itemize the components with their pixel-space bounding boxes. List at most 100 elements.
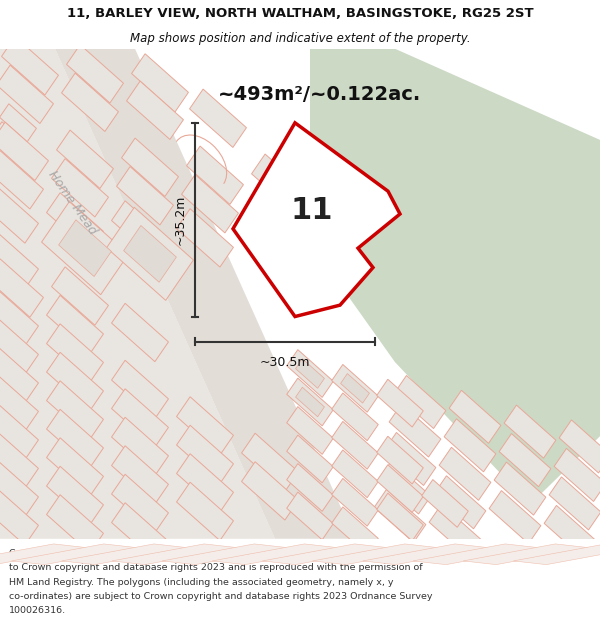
Text: HM Land Registry. The polygons (including the associated geometry, namely x, y: HM Land Registry. The polygons (includin… [9, 578, 394, 586]
Polygon shape [504, 405, 556, 458]
Polygon shape [55, 49, 355, 539]
Polygon shape [434, 476, 486, 529]
Polygon shape [262, 544, 388, 564]
Polygon shape [0, 544, 87, 564]
Polygon shape [0, 373, 38, 431]
Polygon shape [59, 220, 112, 276]
Polygon shape [56, 130, 113, 189]
Polygon shape [389, 404, 441, 457]
Polygon shape [0, 259, 43, 318]
Polygon shape [176, 209, 233, 267]
Polygon shape [47, 495, 103, 553]
Polygon shape [176, 482, 233, 541]
Polygon shape [212, 544, 338, 564]
Polygon shape [67, 44, 124, 103]
Polygon shape [439, 448, 491, 501]
Polygon shape [544, 506, 596, 558]
Polygon shape [0, 151, 43, 209]
Polygon shape [489, 491, 541, 544]
Polygon shape [116, 167, 173, 225]
Polygon shape [287, 349, 333, 398]
Polygon shape [112, 474, 169, 532]
Polygon shape [559, 420, 600, 473]
Polygon shape [296, 388, 325, 417]
Polygon shape [251, 154, 308, 212]
Polygon shape [242, 462, 298, 520]
Polygon shape [52, 159, 109, 217]
Polygon shape [287, 464, 333, 511]
Polygon shape [332, 364, 378, 413]
Polygon shape [377, 493, 423, 541]
Polygon shape [332, 393, 378, 441]
Text: Map shows position and indicative extent of the property.: Map shows position and indicative extent… [130, 31, 470, 44]
Polygon shape [112, 418, 169, 476]
Polygon shape [0, 430, 38, 488]
Polygon shape [313, 544, 438, 564]
Polygon shape [62, 73, 118, 131]
Polygon shape [122, 138, 178, 196]
Polygon shape [131, 54, 188, 112]
Text: co-ordinates) are subject to Crown copyright and database rights 2023 Ordnance S: co-ordinates) are subject to Crown copyr… [9, 592, 433, 601]
Polygon shape [112, 303, 169, 362]
Polygon shape [0, 122, 49, 181]
Polygon shape [190, 89, 247, 148]
Polygon shape [444, 419, 496, 472]
Polygon shape [47, 192, 103, 251]
Polygon shape [363, 544, 488, 564]
Polygon shape [449, 390, 501, 443]
Polygon shape [384, 432, 436, 486]
Polygon shape [377, 379, 423, 427]
Polygon shape [62, 544, 187, 564]
Polygon shape [0, 185, 38, 243]
Polygon shape [463, 544, 589, 564]
Polygon shape [112, 544, 237, 564]
Polygon shape [47, 466, 103, 524]
Polygon shape [0, 344, 38, 402]
Polygon shape [287, 492, 333, 540]
Polygon shape [0, 458, 38, 517]
Polygon shape [112, 360, 169, 419]
Polygon shape [0, 231, 38, 289]
Polygon shape [377, 436, 423, 484]
Polygon shape [112, 201, 169, 259]
Polygon shape [549, 477, 600, 530]
Polygon shape [112, 389, 169, 447]
Polygon shape [47, 352, 103, 411]
Polygon shape [413, 544, 538, 564]
Polygon shape [0, 487, 38, 545]
Polygon shape [47, 438, 103, 496]
Polygon shape [422, 479, 468, 528]
Text: Home Mead: Home Mead [45, 168, 99, 237]
Polygon shape [233, 123, 400, 316]
Text: ~35.2m: ~35.2m [173, 194, 187, 245]
Polygon shape [513, 544, 600, 564]
Polygon shape [176, 425, 233, 484]
Polygon shape [0, 288, 38, 346]
Polygon shape [0, 49, 275, 539]
Polygon shape [107, 208, 193, 301]
Polygon shape [377, 465, 423, 512]
Text: 100026316.: 100026316. [9, 606, 66, 615]
Polygon shape [112, 503, 169, 561]
Polygon shape [287, 407, 333, 454]
Polygon shape [499, 434, 551, 487]
Polygon shape [112, 446, 169, 504]
Polygon shape [182, 174, 238, 233]
Polygon shape [176, 397, 233, 455]
Polygon shape [2, 37, 58, 95]
Text: ~30.5m: ~30.5m [260, 356, 310, 369]
Polygon shape [332, 421, 378, 469]
Text: to Crown copyright and database rights 2023 and is reproduced with the permissio: to Crown copyright and database rights 2… [9, 563, 422, 572]
Polygon shape [332, 478, 378, 526]
Polygon shape [127, 81, 184, 139]
Polygon shape [374, 489, 426, 542]
Polygon shape [394, 376, 446, 429]
Polygon shape [124, 226, 176, 282]
Polygon shape [379, 461, 431, 514]
Text: 11, BARLEY VIEW, NORTH WALTHAM, BASINGSTOKE, RG25 2ST: 11, BARLEY VIEW, NORTH WALTHAM, BASINGST… [67, 7, 533, 20]
Polygon shape [242, 433, 298, 492]
Polygon shape [187, 146, 244, 204]
Polygon shape [11, 544, 137, 564]
Polygon shape [0, 65, 53, 124]
Polygon shape [429, 504, 481, 558]
